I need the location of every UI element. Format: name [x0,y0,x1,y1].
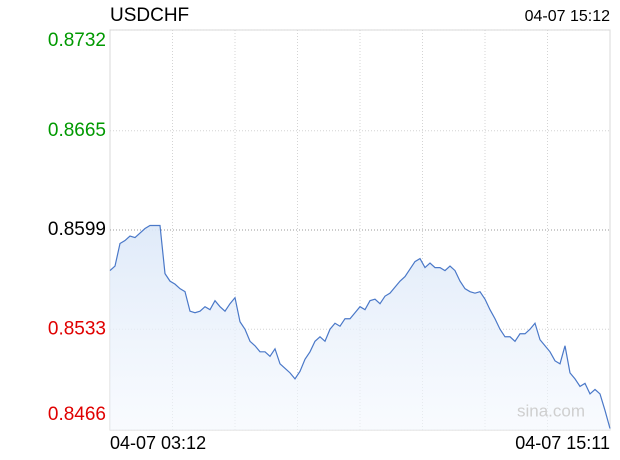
timestamp: 04-07 15:12 [525,8,611,25]
price-line [109,224,611,429]
watermark: sina.com [517,401,585,420]
x-tick-label: 04-07 03:12 [110,433,206,453]
x-tick-label: 04-07 15:11 [515,433,610,453]
y-tick-label: 0.8466 [48,404,106,425]
y-tick-label: 0.8533 [48,318,106,339]
y-tick-label: 0.8599 [48,219,106,240]
y-tick-label: 0.8732 [48,30,106,51]
chart-title: USDCHF [110,5,189,26]
y-tick-label: 0.8665 [48,120,106,141]
area [110,225,610,430]
